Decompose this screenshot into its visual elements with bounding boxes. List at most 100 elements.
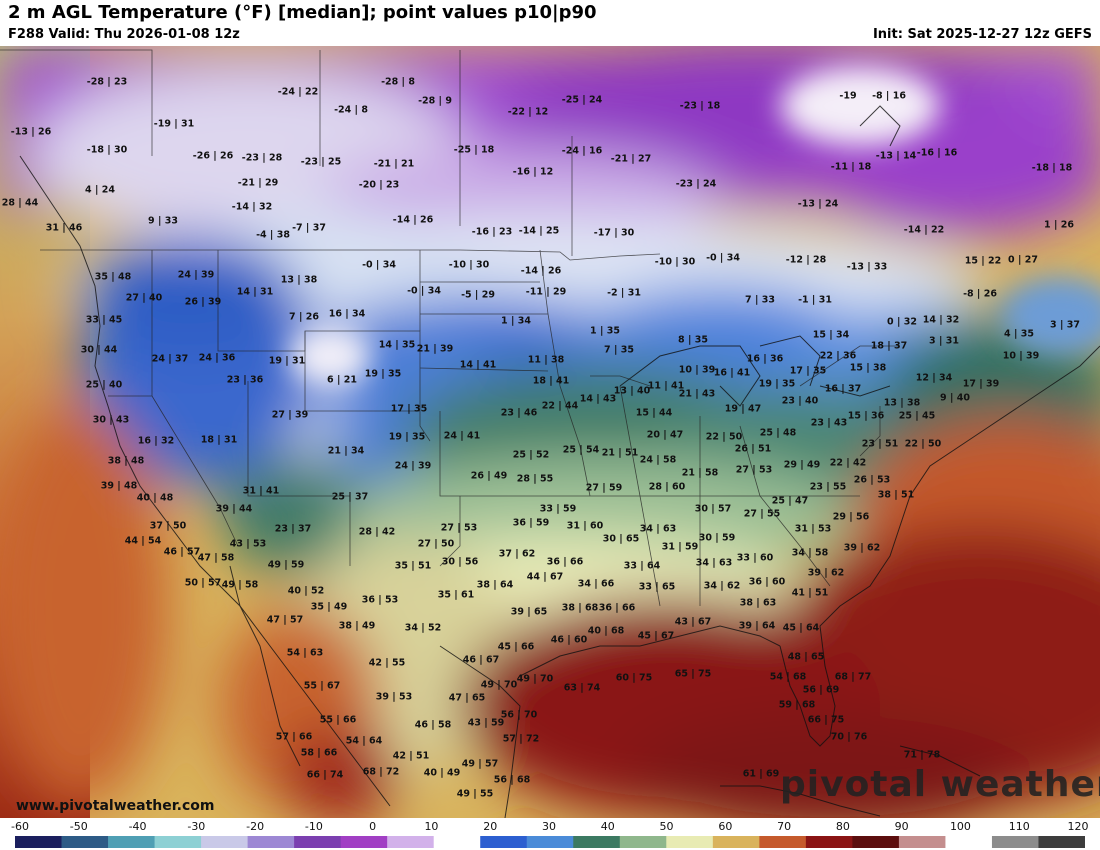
point-value: 31 | 53 [794,523,832,535]
point-value: 39 | 62 [807,567,845,579]
point-value: 24 | 36 [198,352,236,364]
point-value: -28 | 9 [418,95,452,107]
legend-ticks: -60 -50 -40 -30 -20 -10 0 10 20 30 40 50 60 70 80 90 100… [0,818,1100,834]
point-value: -17 | 30 [593,227,635,239]
legend-swatch [712,836,760,848]
point-value: 35 | 48 [94,271,132,283]
point-value: 30 | 43 [92,414,130,426]
point-value: 38 | 51 [877,489,915,501]
legend-tick: 100 [949,820,971,833]
point-value: 45 | 67 [637,630,675,642]
map-title: 2 m AGL Temperature (°F) [median]; point… [8,2,597,23]
point-value: 40 | 49 [423,767,461,779]
point-value: -13 | 26 [10,126,52,138]
point-value: 35 | 49 [310,601,348,613]
point-value: 7 | 26 [289,311,319,323]
legend-swatch [619,836,667,848]
point-value: 54 | 64 [345,735,383,747]
site-credit: www.pivotalweather.com [16,798,215,814]
point-value: 49 | 59 [267,559,305,571]
legend-tick: 40 [600,820,615,833]
point-value: 18 | 31 [200,434,238,446]
point-value: 42 | 55 [368,657,406,669]
legend-swatch [154,836,202,848]
point-value: -19 | 31 [153,118,195,130]
point-value: 23 | 51 [861,438,899,450]
legend-tick: -40 [128,820,147,833]
point-value: 55 | 67 [303,680,341,692]
init-time: Init: Sat 2025-12-27 12z GEFS [872,27,1092,42]
point-value: -13 | 14 [875,150,917,162]
point-value: 47 | 58 [197,552,235,564]
valid-time: F288 Valid: Thu 2026-01-08 12z [8,27,240,42]
point-value: 39 | 65 [510,606,548,618]
point-value: 17 | 35 [390,403,428,415]
point-value: 22 | 44 [541,400,579,412]
legend-tick: 60 [718,820,733,833]
point-value: -16 | 16 [916,147,958,159]
point-value: -14 | 25 [518,225,560,237]
point-value: 15 | 44 [635,407,673,419]
legend-tick: -60 [11,820,29,833]
point-value: 34 | 62 [703,580,741,592]
point-value: 16 | 37 [824,383,862,395]
legend-swatch [1038,836,1085,848]
state-boundaries [0,49,900,607]
point-value: 14 | 32 [922,314,960,326]
point-value: 27 | 53 [440,522,478,534]
legend-swatch [480,836,528,848]
point-value: 13 | 38 [883,397,921,409]
point-value: 61 | 69 [742,768,780,780]
legend-swatch [666,836,714,848]
legend-bar [15,836,1085,848]
point-value: 21 | 43 [678,388,716,400]
legend-swatch [61,836,109,848]
point-value: 16 | 32 [137,435,175,447]
legend-tick: 120 [1067,820,1089,833]
point-value: -16 | 23 [471,226,513,238]
point-value: 28 | 60 [648,481,686,493]
legend-tick: 80 [835,820,850,833]
point-value: 45 | 66 [497,641,535,653]
point-value: 33 | 45 [85,314,123,326]
point-value: 31 | 46 [45,222,83,234]
point-value: 26 | 49 [470,470,508,482]
point-value: 58 | 66 [300,747,338,759]
point-value: 39 | 53 [375,691,413,703]
point-value: -14 | 32 [231,201,273,213]
point-value: -22 | 12 [507,106,549,118]
point-value: 31 | 41 [242,485,280,497]
point-value: 30 | 59 [698,532,736,544]
color-legend: -60 -50 -40 -30 -20 -10 0 10 20 30 40 50 60 70 80 90 100… [0,818,1100,850]
point-value: 24 | 39 [177,269,215,281]
point-value: -14 | 26 [392,214,434,226]
point-value: 30 | 57 [694,503,732,515]
legend-tick: 0 [369,820,377,833]
point-value: 43 | 53 [229,538,267,550]
point-value: 29 | 56 [832,511,870,523]
legend-swatch [526,836,574,848]
legend-swatch [294,836,342,848]
point-value: 15 | 36 [847,410,885,422]
point-value: 13 | 40 [613,385,651,397]
point-value: -25 | 24 [561,94,603,106]
legend-swatch [898,836,947,848]
point-value: -21 | 21 [373,158,415,170]
point-value: 36 | 66 [598,602,636,614]
point-value: 17 | 35 [789,365,827,377]
point-value: 39 | 62 [843,542,881,554]
point-value: 3 | 37 [1050,319,1080,331]
point-value: -21 | 27 [610,153,652,165]
point-value: 23 | 46 [500,407,538,419]
point-value: 30 | 44 [80,344,118,356]
point-value: 59 | 68 [778,699,816,711]
point-value: 54 | 63 [286,647,324,659]
point-value: 46 | 67 [462,654,500,666]
legend-tick: 110 [1008,820,1030,833]
legend-swatch [991,836,1040,848]
point-value: 33 | 59 [539,503,577,515]
point-value: 65 | 75 [674,668,712,680]
point-value: 21 | 58 [681,467,719,479]
point-value: 26 | 39 [184,296,222,308]
point-value: 42 | 51 [392,750,430,762]
